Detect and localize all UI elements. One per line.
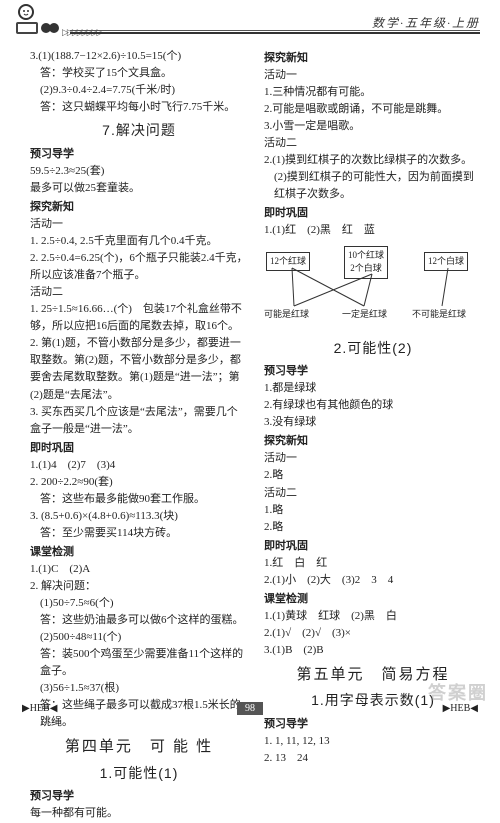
text-line: 2.略 bbox=[264, 467, 482, 484]
text-line: (2)500÷48≈11(个) bbox=[30, 629, 248, 646]
text-line: 2.(1)√ (2)√ (3)× bbox=[264, 625, 482, 642]
footer-right-tag: ▶HEB◀ bbox=[443, 703, 478, 714]
text-line: 活动一 bbox=[264, 67, 482, 84]
text-line: 2.有绿球也有其他颜色的球 bbox=[264, 397, 482, 414]
sub-heading: 探究新知 bbox=[30, 199, 248, 216]
text-line: 2.略 bbox=[264, 519, 482, 536]
sub-heading: 预习导学 bbox=[30, 146, 248, 163]
text-line: (2)9.3÷0.4÷2.4=7.75(千米/时) bbox=[30, 82, 248, 99]
text-line: 1.(1)C (2)A bbox=[30, 561, 248, 578]
diagram-label-c: 不可能是红球 bbox=[412, 308, 466, 322]
text-line: 最多可以做25套童装。 bbox=[30, 180, 248, 197]
page-footer: ▶HEB◀ 98 ▶HEB◀ bbox=[0, 702, 500, 715]
text-line: 1.略 bbox=[264, 502, 482, 519]
sub-heading: 即时巩固 bbox=[264, 538, 482, 555]
text-line: 3.小雪一定是唱歌。 bbox=[264, 118, 482, 135]
diagram-label-b: 一定是红球 bbox=[342, 308, 387, 322]
text-line: 1. 1, 11, 12, 13 bbox=[264, 733, 482, 750]
text-line: 2.可能是唱歌或朗诵，不可能是跳舞。 bbox=[264, 101, 482, 118]
text-line: 2. 200÷2.2≈90(套) bbox=[30, 474, 248, 491]
sub-heading: 探究新知 bbox=[264, 433, 482, 450]
text-line: 答：至少需要买114块方砖。 bbox=[30, 525, 248, 542]
page-header: ▷▷▷▷▷▷▷▷ 数学·五年级·上册 bbox=[0, 0, 500, 42]
text-line: 2. 第(1)题，不管小数部分是多少，都要进一取整数。第(2)题，不管小数部分是… bbox=[30, 335, 248, 403]
text-line: 2. 13 24 bbox=[264, 750, 482, 767]
text-line: (2)摸到红棋子的可能性大，因为前面摸到红棋子次数多。 bbox=[264, 169, 482, 203]
unit-title: 第四单元 可 能 性 bbox=[30, 735, 248, 758]
text-line: 2.(1)小 (2)大 (3)2 3 4 bbox=[264, 572, 482, 589]
text-line: 3. (8.5+0.6)×(4.8+0.6)≈113.3(块) bbox=[30, 508, 248, 525]
section-title: 7.解决问题 bbox=[30, 120, 248, 142]
text-line: (1)50÷7.5≈6(个) bbox=[30, 595, 248, 612]
text-line: 活动二 bbox=[264, 485, 482, 502]
text-line: 1.(1)黄球 红球 (2)黑 白 bbox=[264, 608, 482, 625]
text-line: 活动二 bbox=[30, 284, 248, 301]
sub-heading: 即时巩固 bbox=[30, 440, 248, 457]
text-line: 1.三种情况都有可能。 bbox=[264, 84, 482, 101]
text-line: 活动二 bbox=[264, 135, 482, 152]
text-line: 1. 2.5÷0.4, 2.5千克里面有几个0.4千克。 bbox=[30, 233, 248, 250]
text-line: 答：装500个鸡蛋至少需要准备11个这样的盒子。 bbox=[30, 646, 248, 680]
diagram-label-a: 可能是红球 bbox=[264, 308, 309, 322]
text-line: 活动一 bbox=[30, 216, 248, 233]
text-line: 3.(1)(188.7−12×2.6)÷10.5=15(个) bbox=[30, 48, 248, 65]
text-line: 答：这只蝴蝶平均每小时飞行7.75千米。 bbox=[30, 99, 248, 116]
sub-heading: 课堂检测 bbox=[30, 544, 248, 561]
text-line: 答：这些奶油最多可以做6个这样的蛋糕。 bbox=[30, 612, 248, 629]
text-line: 每一种都有可能。 bbox=[30, 805, 248, 822]
text-line: 答：学校买了15个文具盒。 bbox=[30, 65, 248, 82]
text-line: 3. 买东西买几个应该是“去尾法”，需要几个盒子一般是“进一法”。 bbox=[30, 404, 248, 438]
text-line: 3.(1)B (2)B bbox=[264, 642, 482, 659]
sub-heading: 预习导学 bbox=[264, 716, 482, 733]
subject-label: 数学·五年级·上册 bbox=[372, 14, 480, 31]
mascot-icon bbox=[12, 2, 62, 38]
section-title: 2.可能性(2) bbox=[264, 338, 482, 360]
page-number: 98 bbox=[237, 702, 263, 715]
text-line: (3)56÷1.5≈37(根) bbox=[30, 680, 248, 697]
footer-left-tag: ▶HEB◀ bbox=[22, 703, 57, 714]
text-line: 1.(1)4 (2)7 (3)4 bbox=[30, 457, 248, 474]
text-line: 答：这些布最多能做90套工作服。 bbox=[30, 491, 248, 508]
sub-heading: 探究新知 bbox=[264, 50, 482, 67]
text-line: 1.都是绿球 bbox=[264, 380, 482, 397]
possibility-diagram: 12个红球 10个红球 2个白球 12个白球 可能是红球 一定是红球 不可能是红… bbox=[264, 244, 482, 334]
section-title: 1.可能性(1) bbox=[30, 763, 248, 785]
text-line: 1. 25÷1.5≈16.66…(个) 包装17个礼盒丝带不够，所以应把16后面… bbox=[30, 301, 248, 335]
text-line: 2. 解决问题： bbox=[30, 578, 248, 595]
text-line: 1.(1)红 (2)黑 红 蓝 bbox=[264, 222, 482, 239]
text-line: 3.没有绿球 bbox=[264, 414, 482, 431]
text-line: 1.红 白 红 bbox=[264, 555, 482, 572]
sub-heading: 预习导学 bbox=[264, 363, 482, 380]
sub-heading: 预习导学 bbox=[30, 788, 248, 805]
text-line: 59.5÷2.3≈25(套) bbox=[30, 163, 248, 180]
sub-heading: 即时巩固 bbox=[264, 205, 482, 222]
text-line: 2. 2.5÷0.4=6.25(个)，6个瓶子只能装2.4千克，所以应该准备7个… bbox=[30, 250, 248, 284]
text-line: 活动一 bbox=[264, 450, 482, 467]
sub-heading: 课堂检测 bbox=[264, 591, 482, 608]
text-line: 2.(1)摸到红棋子的次数比绿棋子的次数多。 bbox=[264, 152, 482, 169]
